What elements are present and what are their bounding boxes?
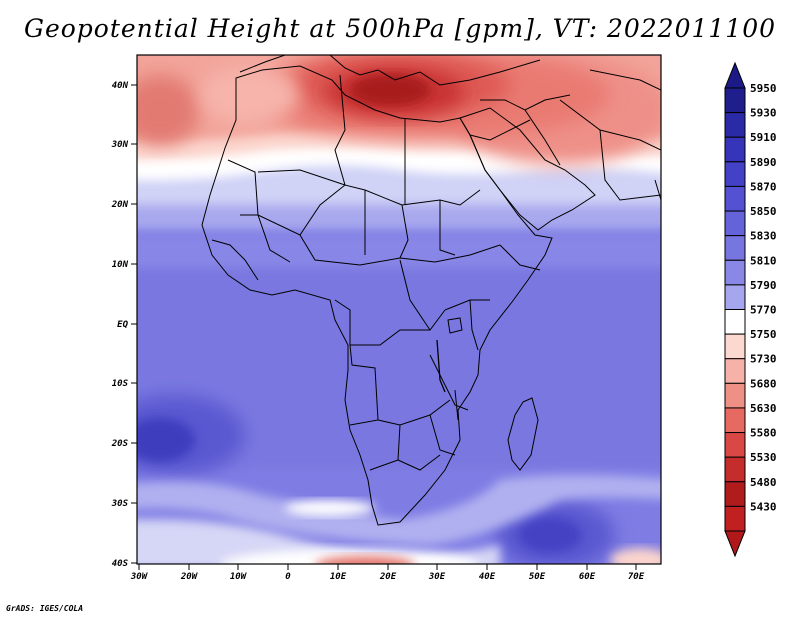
colorbar-swatch (724, 87, 746, 114)
lon-tick-label: 20E (379, 572, 397, 582)
colorbar-label: 5430 (750, 500, 777, 513)
lon-tick-label: 0 (285, 572, 291, 582)
colorbar-swatch (724, 235, 746, 261)
footer-credit: GrADS: IGES/COLA (6, 604, 84, 613)
colorbar-swatch (724, 407, 746, 434)
colorbar-swatch (724, 333, 746, 360)
colorbar-label: 5850 (750, 205, 777, 218)
colorbar-label: 5770 (750, 304, 777, 317)
colorbar-label: 5870 (750, 180, 777, 193)
lon-tick-label: 10E (330, 572, 347, 582)
lon-tick-label: 20W (180, 572, 199, 582)
lon-tick-label: 30W (130, 572, 149, 582)
colorbar-swatch (724, 358, 746, 384)
lat-tick-label: 10S (112, 379, 129, 389)
colorbar-swatch (724, 505, 746, 532)
lon-tick-label: 50E (529, 572, 546, 582)
colorbar-label: 5930 (750, 107, 777, 120)
colorbar-label: 5910 (750, 131, 777, 144)
colorbar: 5950 5930 5910 5890 5870 5850 5830 5810 5790 5770… (724, 61, 777, 558)
colorbar-label: 5810 (750, 254, 777, 267)
lon-tick-label: 60E (579, 572, 596, 582)
lat-tick-label: 40N (112, 81, 129, 91)
colorbar-label: 5580 (750, 427, 777, 440)
colorbar-swatch (724, 309, 746, 335)
colorbar-swatch (724, 481, 746, 507)
colorbar-label: 5730 (750, 353, 777, 366)
colorbar-swatch (724, 185, 746, 212)
colorbar-swatch (724, 456, 746, 483)
lon-axis: 30W 20W 10W 0 10E 20E 30E 40E 50E 60E 70… (130, 564, 645, 582)
height-field (137, 55, 661, 564)
lat-tick-label: 30S (111, 499, 129, 509)
colorbar-label: 5750 (750, 328, 777, 341)
colorbar-swatch (724, 382, 746, 409)
colorbar-swatch (724, 112, 746, 138)
lat-tick-label: 10N (112, 260, 129, 270)
colorbar-swatch (724, 432, 746, 458)
colorbar-label: 5530 (750, 451, 777, 464)
colorbar-swatch (724, 259, 746, 286)
map-title: Geopotential Height at 500hPa [gpm], VT:… (23, 14, 777, 43)
colorbar-swatch (724, 136, 746, 163)
lat-tick-label: EQ (117, 320, 128, 330)
lat-tick-label: 40S (112, 559, 129, 569)
lat-tick-label: 20N (111, 200, 129, 210)
lon-tick-label: 10W (230, 572, 248, 582)
colorbar-cap-bottom (724, 530, 746, 558)
lon-tick-label: 70E (628, 572, 645, 582)
colorbar-swatch (724, 161, 746, 187)
map-frame (136, 54, 662, 565)
colorbar-swatch (724, 284, 746, 310)
colorbar-label: 5890 (750, 156, 777, 169)
coastlines-borders (201, 55, 661, 526)
lat-tick-label: 20S (111, 439, 129, 449)
lon-tick-label: 40E (479, 572, 496, 582)
colorbar-label: 5830 (750, 230, 777, 243)
colorbar-label: 5950 (750, 82, 777, 95)
colorbar-label: 5480 (750, 476, 777, 489)
lat-tick-label: 30N (111, 140, 129, 150)
colorbar-label: 5680 (750, 377, 777, 390)
colorbar-swatch (724, 210, 746, 237)
colorbar-label: 5790 (750, 279, 777, 292)
lon-tick-label: 30E (428, 572, 446, 582)
lat-axis: 40N 30N 20N 10N EQ 10S 20S 30S 40S (111, 81, 137, 569)
colorbar-label: 5630 (750, 402, 777, 415)
colorbar-cap-top (724, 61, 746, 89)
